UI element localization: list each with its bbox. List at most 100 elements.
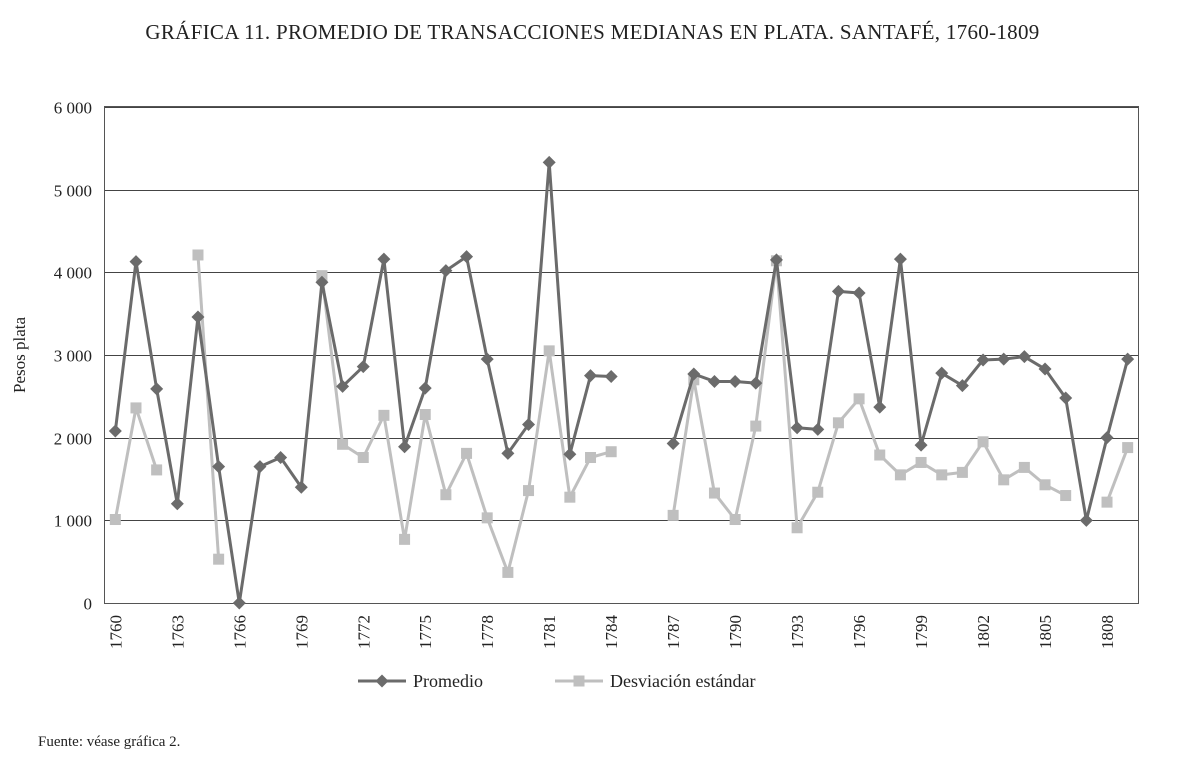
data-point bbox=[418, 381, 432, 395]
data-point bbox=[873, 400, 887, 414]
data-point bbox=[707, 374, 721, 388]
data-point bbox=[998, 474, 1010, 486]
data-point bbox=[316, 270, 328, 282]
data-point bbox=[192, 249, 204, 261]
data-point bbox=[832, 417, 844, 429]
data-point bbox=[936, 469, 948, 481]
data-point bbox=[667, 509, 679, 521]
x-tick-label: 1772 bbox=[354, 615, 373, 649]
y-tick-label: 4 000 bbox=[54, 264, 92, 283]
x-tick-label: 1796 bbox=[850, 615, 869, 649]
data-point bbox=[522, 417, 536, 431]
data-point bbox=[170, 497, 184, 511]
data-point bbox=[831, 284, 845, 298]
legend-item: Promedio bbox=[358, 671, 483, 691]
data-point bbox=[893, 252, 907, 266]
data-point bbox=[1017, 350, 1031, 364]
data-point bbox=[811, 422, 825, 436]
data-point bbox=[108, 424, 122, 438]
data-point bbox=[1122, 442, 1134, 454]
data-point bbox=[605, 446, 617, 458]
data-point bbox=[151, 464, 163, 476]
data-point bbox=[460, 250, 474, 264]
data-point bbox=[749, 376, 763, 390]
x-tick-label: 1799 bbox=[912, 615, 931, 649]
data-point bbox=[563, 447, 577, 461]
y-tick-label: 2 000 bbox=[54, 430, 92, 449]
data-point bbox=[130, 402, 142, 414]
data-point bbox=[150, 382, 164, 396]
series-line bbox=[196, 254, 221, 560]
legend-label: Desviación estándar bbox=[610, 671, 755, 691]
data-point bbox=[955, 379, 969, 393]
series bbox=[108, 155, 1135, 610]
data-point bbox=[584, 369, 598, 383]
data-point bbox=[213, 553, 225, 565]
data-point bbox=[232, 596, 246, 610]
data-point bbox=[812, 486, 824, 498]
data-point bbox=[357, 452, 369, 464]
chart-title: GRÁFICA 11. PROMEDIO DE TRANSACCIONES ME… bbox=[145, 20, 1040, 44]
data-point bbox=[1038, 362, 1052, 376]
legend-item: Desviación estándar bbox=[555, 671, 755, 691]
series-line bbox=[1105, 447, 1130, 503]
x-tick-label: 1760 bbox=[106, 615, 125, 649]
x-tick-label: 1766 bbox=[230, 615, 249, 649]
y-tick-label: 0 bbox=[84, 595, 93, 614]
data-point bbox=[542, 155, 556, 169]
data-point bbox=[564, 491, 576, 503]
data-point bbox=[1101, 496, 1113, 508]
data-point bbox=[336, 379, 350, 393]
series-desviacion-estandar bbox=[109, 249, 1134, 578]
data-point bbox=[894, 469, 906, 481]
data-point bbox=[1059, 391, 1073, 405]
data-point bbox=[378, 409, 390, 421]
data-point bbox=[935, 366, 949, 380]
data-point bbox=[1039, 479, 1051, 491]
data-point bbox=[480, 352, 494, 366]
data-point bbox=[687, 367, 701, 381]
data-point bbox=[708, 487, 720, 499]
y-tick-label: 5 000 bbox=[54, 182, 92, 201]
data-point bbox=[1060, 490, 1072, 502]
data-point bbox=[585, 452, 597, 464]
series-promedio bbox=[108, 155, 1135, 610]
data-point bbox=[419, 409, 431, 421]
data-point bbox=[604, 369, 618, 383]
x-tick-label: 1769 bbox=[292, 615, 311, 649]
data-point bbox=[501, 446, 515, 460]
x-tick-label: 1763 bbox=[168, 615, 187, 649]
data-point bbox=[1079, 513, 1093, 527]
data-point bbox=[461, 447, 473, 459]
data-point bbox=[439, 264, 453, 278]
data-point bbox=[356, 360, 370, 374]
data-point bbox=[523, 485, 535, 497]
y-axis-label: Pesos plata bbox=[10, 317, 29, 393]
x-tick-label: 1808 bbox=[1098, 615, 1117, 649]
x-tick-labels: 1760 1763 1766 1769 1772 1775 1778 1781 1784 1787… bbox=[106, 615, 1117, 650]
y-tick-label: 6 000 bbox=[54, 99, 92, 118]
series-line bbox=[113, 406, 159, 520]
data-point bbox=[337, 438, 349, 450]
data-point bbox=[1121, 352, 1135, 366]
data-point bbox=[398, 440, 412, 454]
legend-marker bbox=[573, 675, 585, 687]
legend-marker bbox=[375, 674, 389, 688]
data-point bbox=[790, 421, 804, 435]
x-tick-label: 1778 bbox=[478, 615, 497, 649]
data-point bbox=[440, 489, 452, 501]
x-tick-label: 1805 bbox=[1036, 615, 1055, 649]
x-tick-label: 1787 bbox=[664, 615, 683, 650]
x-tick-label: 1781 bbox=[540, 615, 559, 649]
plot-area-frame bbox=[104, 106, 1139, 604]
x-tick-label: 1793 bbox=[788, 615, 807, 649]
data-point bbox=[212, 460, 226, 474]
x-tick-label: 1802 bbox=[974, 615, 993, 649]
data-point bbox=[191, 310, 205, 324]
data-point bbox=[481, 512, 493, 524]
data-point bbox=[377, 252, 391, 266]
x-tick-label: 1790 bbox=[726, 615, 745, 649]
x-tick-label: 1784 bbox=[602, 615, 621, 650]
x-tick-label: 1775 bbox=[416, 615, 435, 649]
